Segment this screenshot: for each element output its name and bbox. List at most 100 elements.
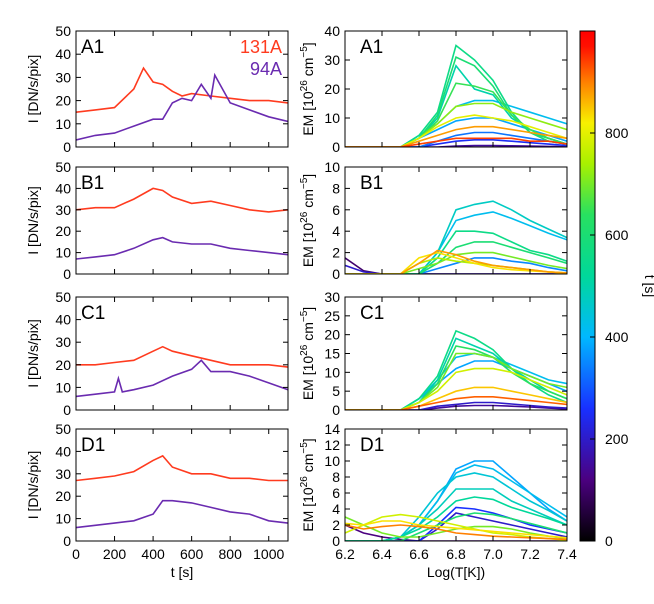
em-plot-a1: 0 10 20 30 40 EM [1026 cm−5] A1 xyxy=(299,23,568,155)
series-line-94a xyxy=(76,236,288,260)
y-tick-label: 0 xyxy=(63,533,71,549)
y-axis-label: EM [1026 cm−5] xyxy=(299,42,316,135)
y-tick-label: 20 xyxy=(324,81,340,97)
colorbar-label: t [s] xyxy=(642,275,654,298)
y-tick-label: 2 xyxy=(332,245,340,261)
series-line-94a xyxy=(76,72,288,141)
y-tick-label: 50 xyxy=(55,421,71,437)
y-tick-label: 10 xyxy=(55,379,71,395)
em-curve xyxy=(345,496,567,541)
em-plot-c1: 0 5 10 15 20 25 30 EM [1026 cm−5] C1 xyxy=(299,289,568,418)
y-tick-label: 15 xyxy=(324,346,340,362)
y-tick-label: 10 xyxy=(55,116,71,132)
y-tick-label: 30 xyxy=(55,466,71,482)
legend-94a: 94A xyxy=(250,59,282,79)
em-curve xyxy=(345,488,567,541)
data-layer xyxy=(345,329,567,410)
panel-label: A1 xyxy=(360,37,383,58)
legend-131a: 131A xyxy=(240,37,282,57)
data-layer xyxy=(76,345,288,398)
x-tick-label: 6.4 xyxy=(372,546,392,562)
em-curve xyxy=(345,125,567,147)
em-curve xyxy=(345,352,567,410)
colorbar-tick-label: 600 xyxy=(605,227,629,243)
y-tick-label: 30 xyxy=(55,69,71,85)
y-tick-label: 20 xyxy=(55,93,71,109)
lightcurve-b1: 0 10 20 30 40 50 I [DN/s/pix] B1 xyxy=(25,159,289,282)
colorbar-tick-label: 200 xyxy=(605,431,629,447)
em-curve xyxy=(345,99,567,147)
x-axis-label: Log(T[K]) xyxy=(427,564,485,580)
series-line-131a xyxy=(76,454,288,482)
x-tick-label: 800 xyxy=(219,546,243,562)
y-tick-label: 0 xyxy=(332,139,340,155)
em-curve xyxy=(345,257,567,274)
plot-frame xyxy=(75,30,289,148)
panel-c1: 0 10 20 30 40 50 I [DN/s/pix] C1 0 5 10 15 20 25 30 EM… xyxy=(25,289,568,418)
y-tick-label: 40 xyxy=(55,180,71,196)
em-curve xyxy=(345,395,567,410)
em-curve xyxy=(345,102,567,147)
y-tick-label: 25 xyxy=(324,308,340,324)
y-tick-label: 40 xyxy=(324,23,340,39)
y-tick-label: 10 xyxy=(55,245,71,261)
panel-label: D1 xyxy=(81,435,105,456)
y-tick-label: 6 xyxy=(332,202,340,218)
em-curve xyxy=(345,352,567,410)
x-tick-label: 7.4 xyxy=(557,546,577,562)
x-tick-label: 400 xyxy=(141,546,165,562)
y-tick-label: 50 xyxy=(55,159,71,175)
y-tick-label: 0 xyxy=(332,402,340,418)
plot-frame xyxy=(75,296,289,411)
y-tick-label: 10 xyxy=(324,364,340,380)
em-curve xyxy=(345,520,567,539)
y-tick-label: 50 xyxy=(55,23,71,39)
y-tick-label: 50 xyxy=(55,289,71,305)
y-tick-label: 2 xyxy=(332,517,340,533)
em-curve xyxy=(345,82,567,147)
y-tick-label: 0 xyxy=(63,266,71,282)
x-tick-label: 7.0 xyxy=(483,546,503,562)
panel-b1: 0 10 20 30 40 50 I [DN/s/pix] B1 0 2 4 6 8 10 EM [102… xyxy=(25,159,568,282)
y-tick-label: 0 xyxy=(332,266,340,282)
y-tick-label: 20 xyxy=(55,357,71,373)
panel-label: B1 xyxy=(360,173,383,194)
em-curve xyxy=(345,472,567,541)
em-plot-b1: 0 2 4 6 8 10 EM [1026 cm−5] B1 xyxy=(299,159,568,282)
y-tick-label: 20 xyxy=(55,488,71,504)
y-tick-label: 8 xyxy=(332,469,340,485)
panel-label: A1 xyxy=(81,37,104,58)
y-tick-label: 12 xyxy=(324,437,340,453)
y-tick-label: 14 xyxy=(324,421,340,437)
y-tick-label: 0 xyxy=(332,533,340,549)
em-curve xyxy=(345,131,567,147)
em-curve xyxy=(345,506,567,541)
y-axis-label: EM [1026 cm−5] xyxy=(299,174,316,267)
y-axis-label: I [DN/s/pix] xyxy=(25,451,41,519)
y-tick-label: 0 xyxy=(63,139,71,155)
y-tick-label: 30 xyxy=(55,334,71,350)
y-tick-label: 10 xyxy=(324,159,340,175)
data-layer xyxy=(76,66,288,141)
series-line-131a xyxy=(76,66,288,113)
y-axis-label: EM [1026 cm−5] xyxy=(299,438,316,531)
y-tick-label: 6 xyxy=(332,485,340,501)
data-layer xyxy=(76,454,288,529)
em-curve xyxy=(345,211,567,274)
y-tick-label: 8 xyxy=(332,180,340,196)
panel-label: C1 xyxy=(360,303,384,324)
x-tick-label: 600 xyxy=(180,546,204,562)
plot-frame xyxy=(75,428,289,542)
colorbar-tick-label: 0 xyxy=(605,533,613,549)
x-tick-label: 200 xyxy=(103,546,127,562)
y-tick-label: 10 xyxy=(324,453,340,469)
data-layer xyxy=(76,187,288,260)
em-curve xyxy=(345,464,567,541)
series-line-94a xyxy=(76,359,288,398)
y-tick-label: 20 xyxy=(324,327,340,343)
x-axis-label: t [s] xyxy=(171,564,194,580)
colorbar-tick-label: 800 xyxy=(605,125,629,141)
